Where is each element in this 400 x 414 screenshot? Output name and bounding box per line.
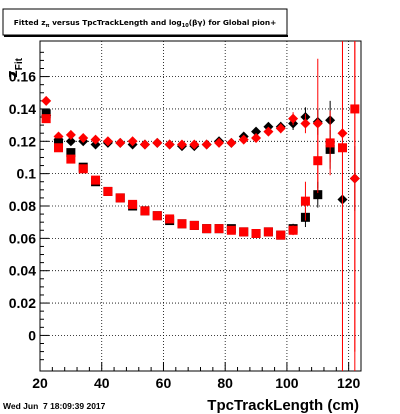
data-point-diamond — [226, 137, 237, 148]
data-point-diamond — [102, 136, 113, 147]
x-tick-label: 80 — [217, 375, 233, 391]
data-point-square — [152, 211, 162, 221]
data-point-diamond — [275, 123, 286, 134]
data-point-square — [140, 206, 150, 216]
data-point-diamond — [90, 134, 101, 145]
data-point-diamond — [152, 137, 163, 148]
data-point-square — [78, 164, 88, 174]
y-tick-label: 0.16 — [9, 69, 36, 85]
y-tick-label: 0.02 — [9, 295, 36, 311]
data-point-square — [189, 220, 199, 230]
data-point-square — [263, 227, 273, 237]
data-point-diamond — [251, 126, 262, 137]
title-box: Fitted zπ versus TpcTrackLength and log1… — [2, 8, 288, 37]
series-square-red — [41, 41, 360, 371]
y-axis-label-main: z — [4, 70, 21, 78]
data-point-square — [313, 190, 323, 200]
y-axis-label: zFit — [4, 57, 25, 77]
y-tick-label: 0.06 — [9, 230, 36, 246]
title-mid: versus TpcTrackLength and log — [50, 18, 182, 27]
title-box-shadow — [4, 35, 288, 37]
data-point-diamond — [41, 95, 52, 106]
chart-title: Fitted zπ versus TpcTrackLength and log1… — [14, 18, 277, 29]
y-axis-label-sub: Fit — [14, 57, 25, 70]
data-point-diamond — [127, 136, 138, 147]
y-tick-label: 0 — [28, 327, 36, 343]
data-point-square — [128, 199, 138, 209]
title-pre: Fitted — [14, 18, 42, 27]
data-point-square — [91, 175, 101, 185]
data-point-square — [300, 196, 310, 206]
data-point-square — [41, 114, 51, 124]
data-point-square — [226, 225, 236, 235]
data-point-square — [313, 156, 323, 166]
title-post: (βγ) for Global pion+ — [189, 18, 277, 27]
x-tick-label: 100 — [275, 375, 299, 391]
x-tick-label: 40 — [94, 375, 110, 391]
data-point-diamond — [65, 136, 76, 147]
data-point-square — [165, 214, 175, 224]
data-point-square — [325, 138, 335, 148]
y-tick-label: 0.08 — [9, 198, 36, 214]
y-tick-label: 0.04 — [9, 263, 36, 279]
data-point-diamond — [176, 139, 187, 150]
timestamp: Wed Jun 7 18:09:39 2017 — [3, 401, 106, 411]
data-point-diamond — [78, 133, 89, 144]
data-point-square — [177, 219, 187, 229]
title-z: z — [41, 18, 45, 27]
data-point-diamond — [65, 129, 76, 140]
y-tick-label: 0.14 — [9, 101, 36, 117]
data-point-diamond — [164, 139, 175, 150]
data-point-diamond — [238, 134, 249, 145]
data-point-square — [54, 143, 64, 153]
data-point-diamond — [189, 139, 200, 150]
data-point-diamond — [201, 139, 212, 150]
data-point-diamond — [300, 118, 311, 129]
title-log-sub: 10 — [182, 23, 189, 29]
data-point-square — [202, 224, 212, 234]
data-point-diamond — [214, 137, 225, 148]
data-point-diamond — [139, 139, 150, 150]
axes: 20 40 60 80 100 120 0 0.02 0.04 0.06 0.08 0.1 0.12 0.… — [9, 51, 362, 391]
data-point-square — [66, 154, 76, 164]
data-point-square — [251, 229, 261, 238]
x-tick-label: 20 — [32, 375, 48, 391]
x-tick-label: 60 — [156, 375, 172, 391]
marks — [41, 41, 360, 371]
data-point-diamond — [251, 133, 262, 144]
data-point-diamond — [263, 126, 274, 137]
data-point-square — [41, 109, 51, 119]
data-point-square — [239, 227, 249, 237]
data-point-square — [214, 224, 224, 234]
x-axis-label: TpcTrackLength (cm) — [207, 397, 359, 414]
data-point-square — [66, 148, 76, 158]
data-point-square — [288, 225, 298, 235]
grid — [39, 41, 361, 371]
y-tick-label: 0.12 — [9, 133, 36, 149]
title-z-sub: π — [46, 23, 50, 29]
y-tick-label: 0.1 — [17, 166, 37, 182]
data-point-diamond — [312, 118, 323, 129]
data-point-square — [350, 104, 360, 114]
data-point-diamond — [288, 113, 299, 124]
data-point-square — [337, 143, 347, 153]
data-point-square — [115, 193, 125, 203]
data-point-square — [54, 138, 64, 148]
data-point-square — [276, 230, 286, 240]
x-tick-label: 120 — [337, 375, 361, 391]
data-point-diamond — [115, 137, 126, 148]
data-point-square — [103, 186, 113, 196]
